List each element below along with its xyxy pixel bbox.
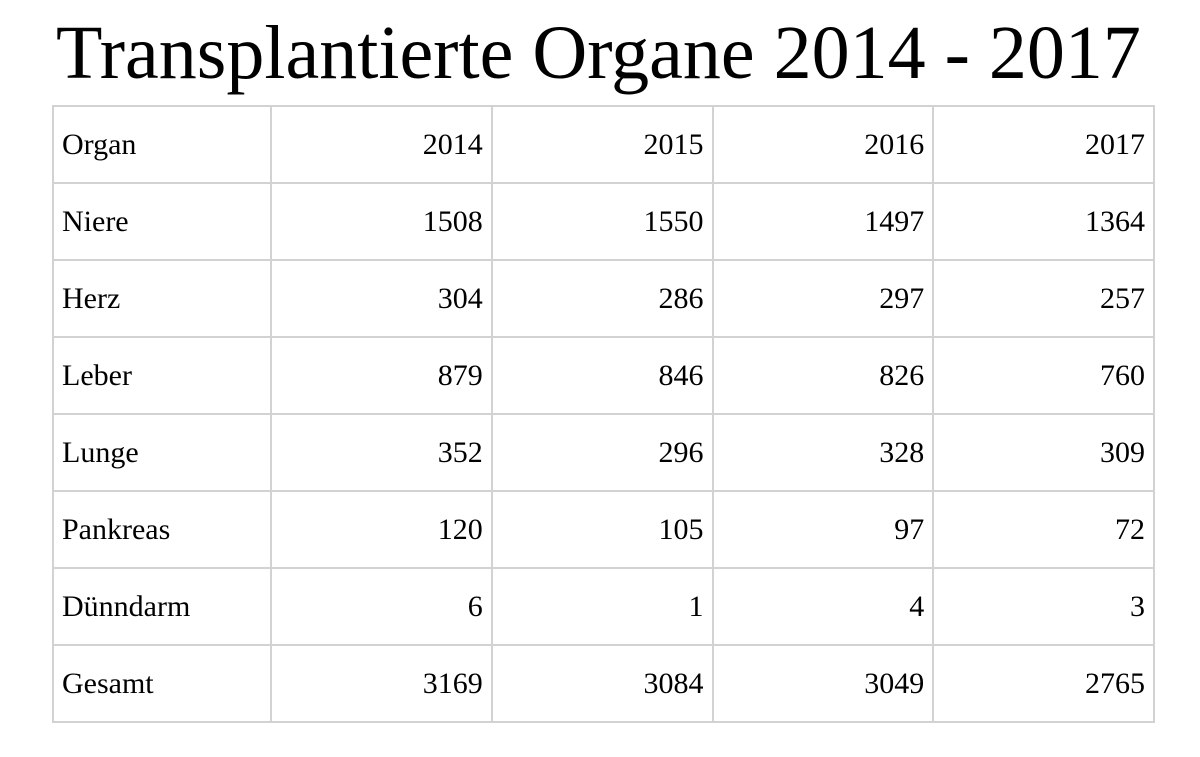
row-label-cell: Leber (52, 336, 272, 416)
header-row: Organ 2014 2015 2016 2017 (52, 105, 1155, 185)
table-row: Dünndarm 6 1 4 3 (52, 567, 1155, 647)
column-header: 2015 (490, 105, 714, 185)
column-header: Organ (52, 105, 272, 185)
value-cell: 105 (490, 490, 714, 570)
value-cell: 760 (932, 336, 1155, 416)
value-cell: 1508 (270, 182, 493, 262)
table-row: Leber 879 846 826 760 (52, 336, 1155, 416)
column-header: 2014 (270, 105, 493, 185)
table-row: Herz 304 286 297 257 (52, 259, 1155, 339)
value-cell: 3169 (270, 644, 493, 724)
page: Transplantierte Organe 2014 - 2017 Organ… (0, 8, 1200, 724)
value-cell: 257 (932, 259, 1155, 339)
value-cell: 1364 (932, 182, 1155, 262)
value-cell: 3084 (490, 644, 714, 724)
row-label-cell: Herz (52, 259, 272, 339)
value-cell: 1497 (711, 182, 935, 262)
value-cell: 3049 (711, 644, 935, 724)
value-cell: 2765 (932, 644, 1155, 724)
value-cell: 304 (270, 259, 493, 339)
row-label-cell: Dünndarm (52, 567, 272, 647)
value-cell: 1 (490, 567, 714, 647)
value-cell: 4 (711, 567, 935, 647)
row-label-cell: Pankreas (52, 490, 272, 570)
row-label-cell: Gesamt (52, 644, 272, 724)
table-row: Gesamt 3169 3084 3049 2765 (52, 644, 1155, 724)
table-row: Lunge 352 296 328 309 (52, 413, 1155, 493)
value-cell: 879 (270, 336, 493, 416)
organ-table: Organ 2014 2015 2016 2017 Niere 1508 1550 1497 1… (52, 105, 1155, 724)
table-row: Niere 1508 1550 1497 1364 (52, 182, 1155, 262)
value-cell: 309 (932, 413, 1155, 493)
column-header: 2017 (932, 105, 1155, 185)
value-cell: 352 (270, 413, 493, 493)
value-cell: 296 (490, 413, 714, 493)
value-cell: 3 (932, 567, 1155, 647)
value-cell: 1550 (490, 182, 714, 262)
value-cell: 6 (270, 567, 493, 647)
table-header: Organ 2014 2015 2016 2017 (52, 105, 1155, 185)
value-cell: 286 (490, 259, 714, 339)
value-cell: 826 (711, 336, 935, 416)
table-body: Niere 1508 1550 1497 1364 Herz 304 286 297 257 Leb… (52, 182, 1155, 724)
table-row: Pankreas 120 105 97 72 (52, 490, 1155, 570)
value-cell: 120 (270, 490, 493, 570)
value-cell: 97 (711, 490, 935, 570)
row-label-cell: Lunge (52, 413, 272, 493)
value-cell: 846 (490, 336, 714, 416)
row-label-cell: Niere (52, 182, 272, 262)
page-title: Transplantierte Organe 2014 - 2017 (56, 11, 1141, 95)
value-cell: 72 (932, 490, 1155, 570)
value-cell: 297 (711, 259, 935, 339)
value-cell: 328 (711, 413, 935, 493)
column-header: 2016 (711, 105, 935, 185)
